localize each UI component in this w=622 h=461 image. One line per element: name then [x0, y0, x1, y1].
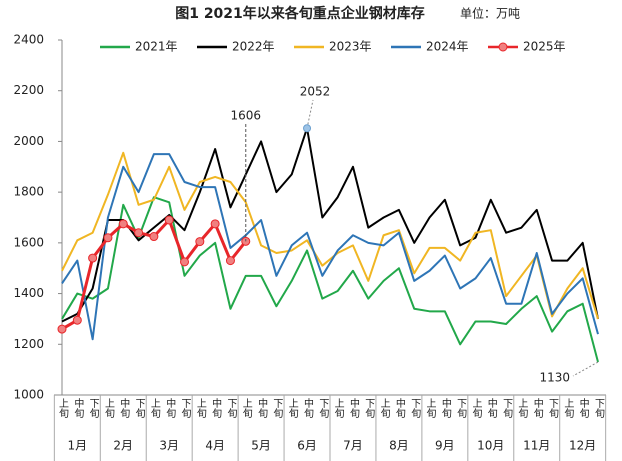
- y-tick-label: 1000: [13, 388, 44, 402]
- x-tick-label: 中旬: [118, 397, 130, 419]
- month-label: 5月: [251, 439, 271, 453]
- x-tick-label: 中旬: [531, 397, 543, 419]
- x-tick-label: 下旬: [87, 398, 99, 419]
- point-marker: [149, 232, 159, 242]
- month-label: 2月: [113, 439, 133, 453]
- point-marker: [118, 219, 128, 229]
- month-label: 7月: [343, 439, 363, 453]
- x-tick-label: 下旬: [363, 398, 375, 419]
- x-tick-label: 上旬: [57, 398, 69, 419]
- x-tick-label: 中旬: [439, 397, 451, 419]
- legend-label: 2024年: [426, 40, 469, 54]
- x-tick-label: 中旬: [256, 397, 268, 419]
- x-tick-label: 上旬: [286, 398, 298, 419]
- x-tick-label: 上旬: [470, 398, 482, 419]
- x-tick-label: 上旬: [424, 398, 436, 419]
- annotation: 1130: [539, 371, 570, 385]
- unit-label: 单位：万吨: [460, 6, 520, 21]
- annotation: 2052: [300, 85, 331, 99]
- point-marker: [103, 233, 113, 243]
- series-line: [61, 153, 599, 341]
- legend-marker: [498, 42, 508, 52]
- x-tick-label: 下旬: [317, 398, 329, 419]
- x-tick-label: 上旬: [378, 398, 390, 419]
- x-tick-label: 下旬: [593, 398, 605, 419]
- chart-title: 图1 2021年以来各旬重点企业钢材库存: [175, 5, 425, 22]
- x-tick-label: 下旬: [501, 398, 513, 419]
- x-tick-label: 上旬: [516, 398, 528, 419]
- point-marker: [210, 219, 220, 229]
- y-tick-label: 1800: [13, 185, 44, 199]
- x-tick-label: 中旬: [347, 397, 359, 419]
- point-marker: [88, 253, 98, 263]
- month-label: 11月: [523, 439, 550, 453]
- x-tick-label: 中旬: [210, 397, 222, 419]
- month-label: 10月: [477, 439, 504, 453]
- point-marker: [180, 257, 190, 267]
- month-label: 4月: [205, 439, 225, 453]
- series-line: [61, 127, 599, 323]
- x-tick-label: 下旬: [409, 398, 421, 419]
- annotation: 1606: [230, 109, 261, 123]
- x-tick-label: 上旬: [102, 398, 114, 419]
- x-tick-label: 上旬: [562, 398, 574, 419]
- x-tick-label: 中旬: [164, 397, 176, 419]
- y-tick-label: 2200: [13, 83, 44, 97]
- y-tick-label: 1200: [13, 337, 44, 351]
- series-line: [61, 196, 599, 363]
- series-line: [61, 151, 599, 320]
- legend-label: 2022年: [232, 40, 275, 54]
- legend-label: 2021年: [135, 40, 178, 54]
- x-tick-label: 下旬: [547, 398, 559, 419]
- x-tick-label: 中旬: [72, 397, 84, 419]
- month-label: 8月: [389, 439, 409, 453]
- annotation-marker: [303, 124, 312, 133]
- x-tick-label: 中旬: [302, 397, 314, 419]
- x-tick-label: 上旬: [332, 398, 344, 419]
- legend-label: 2025年: [523, 40, 566, 54]
- point-marker: [57, 324, 67, 334]
- point-marker: [225, 256, 235, 266]
- month-label: 12月: [569, 439, 596, 453]
- y-tick-label: 1600: [13, 235, 44, 249]
- month-label: 3月: [159, 439, 179, 453]
- x-tick-label: 中旬: [577, 397, 589, 419]
- x-tick-label: 上旬: [148, 398, 160, 419]
- point-marker: [195, 237, 205, 247]
- legend-label: 2023年: [329, 40, 372, 54]
- point-marker: [72, 315, 82, 325]
- x-tick-label: 下旬: [271, 398, 283, 419]
- x-tick-label: 下旬: [455, 398, 467, 419]
- x-tick-label: 下旬: [179, 398, 191, 419]
- x-tick-label: 中旬: [485, 397, 497, 419]
- y-tick-label: 2000: [13, 134, 44, 148]
- annotation-leader: [572, 361, 599, 377]
- annotation-leader: [306, 99, 314, 129]
- x-tick-label: 上旬: [194, 398, 206, 419]
- x-tick-label: 中旬: [393, 397, 405, 419]
- point-marker: [241, 236, 251, 246]
- x-tick-label: 上旬: [240, 398, 252, 419]
- month-label: 1月: [67, 439, 87, 453]
- x-tick-label: 下旬: [225, 398, 237, 419]
- point-marker: [164, 215, 174, 225]
- y-tick-label: 1400: [13, 286, 44, 300]
- x-tick-label: 下旬: [133, 398, 145, 419]
- month-label: 6月: [297, 439, 317, 453]
- month-label: 9月: [435, 439, 455, 453]
- y-tick-label: 2400: [13, 33, 44, 47]
- point-marker: [134, 228, 144, 238]
